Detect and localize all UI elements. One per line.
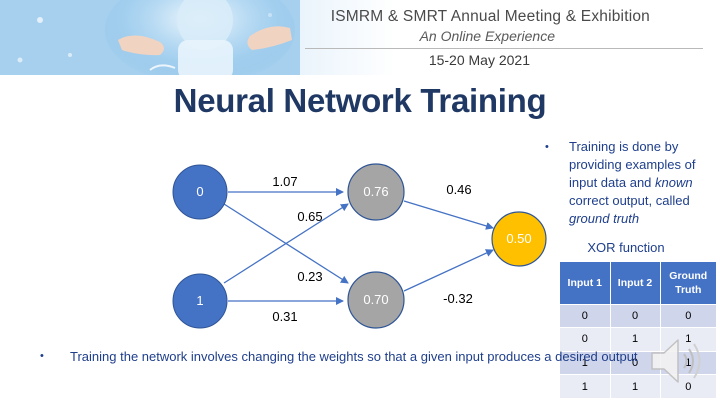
bullet-training-examples-text: Training is done by providing examples o…	[569, 138, 720, 228]
weight-in0-h1: 0.23	[297, 269, 322, 284]
bullet-marker: •	[545, 141, 549, 153]
bullet-text-emphasis: known	[655, 175, 693, 190]
edge-h1-out	[403, 249, 494, 292]
weight-h1-out: -0.32	[443, 291, 473, 306]
table-cell: 1	[560, 374, 611, 398]
column-header-input1: Input 1	[560, 262, 611, 304]
edge-h0-out	[403, 200, 494, 230]
input-node-1	[172, 273, 228, 329]
speaker-icon[interactable]	[648, 334, 704, 388]
table-cell: 1	[610, 374, 661, 398]
banner-divider	[305, 48, 703, 49]
table-row: 0 0 0	[560, 303, 716, 328]
input-node-1-label: 1	[196, 293, 203, 308]
output-node	[491, 211, 547, 267]
xor-table-title: XOR function	[587, 240, 665, 255]
bullet-text-part: Training is done by providing examples o…	[569, 139, 696, 190]
xor-truth-table: Input 1 Input 2 Ground Truth 0 0 0 0 1 1…	[560, 262, 716, 398]
bullet-text-emphasis: ground truth	[569, 211, 640, 226]
output-node-label: 0.50	[506, 231, 531, 246]
banner-subtitle: An Online Experience	[419, 28, 555, 44]
conference-banner: ISMRM & SMRT Annual Meeting & Exhibition…	[0, 0, 720, 75]
table-cell: 0	[560, 327, 611, 351]
input-node-0	[172, 164, 228, 220]
table-cell: 0	[610, 303, 661, 328]
neural-network-diagram: 1.07 0.65 0.23 0.31 0.46 -0.32 0 1 0.76 …	[172, 163, 547, 329]
hidden-node-1	[347, 271, 405, 329]
bullet-text-part: correct output, called	[569, 193, 690, 208]
bullet-training-examples: • Training is done by providing examples…	[545, 138, 720, 228]
hidden-node-0-label: 0.76	[363, 184, 388, 199]
slide-title: Neural Network Training	[173, 82, 547, 119]
table-header-row: Input 1 Input 2 Ground Truth	[560, 262, 716, 304]
weight-h0-out: 0.46	[446, 182, 471, 197]
bullet-weight-training: • Training the network involves changing…	[40, 348, 680, 365]
banner-hands-illustration	[0, 0, 300, 75]
column-header-input2: Input 2	[610, 262, 661, 304]
weight-in1-h1: 0.31	[272, 309, 297, 324]
banner-title: ISMRM & SMRT Annual Meeting & Exhibition	[330, 8, 650, 25]
weight-in1-h0: 0.65	[297, 209, 322, 224]
bullet-weight-training-text: Training the network involves changing t…	[70, 349, 638, 364]
input-node-0-label: 0	[196, 184, 203, 199]
table-cell: 0	[610, 350, 661, 375]
table-cell: 1	[610, 327, 661, 351]
table-cell: 0	[560, 303, 611, 328]
table-cell: 0	[660, 303, 716, 328]
table-row: 1 1 0	[560, 374, 716, 398]
hidden-node-1-label: 0.70	[363, 292, 388, 307]
weight-in0-h0: 1.07	[272, 174, 297, 189]
table-cell: 1	[560, 350, 611, 375]
table-cell: 0	[660, 374, 716, 398]
bullet-marker: •	[40, 350, 44, 362]
edge-in1-h0	[223, 203, 349, 284]
banner-dates: 15-20 May 2021	[428, 52, 530, 68]
hidden-node-0	[347, 163, 405, 221]
column-header-ground-truth: Ground Truth	[660, 262, 716, 304]
